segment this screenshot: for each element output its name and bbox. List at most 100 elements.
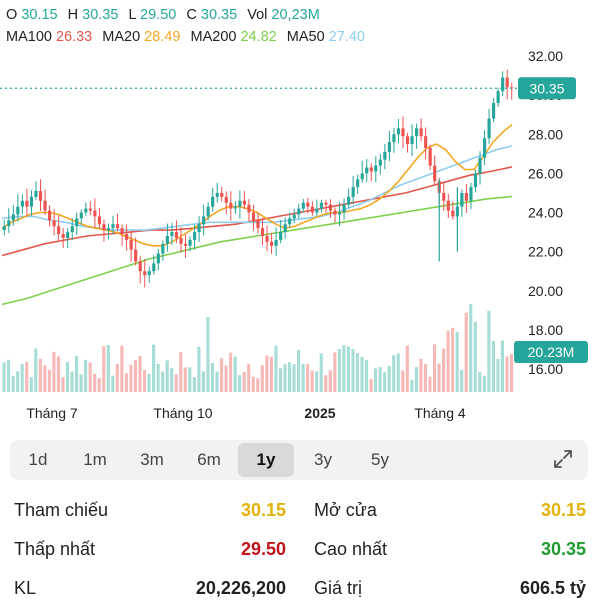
candle-body bbox=[505, 77, 509, 88]
volume-bar bbox=[405, 345, 409, 392]
candle-body bbox=[469, 187, 473, 201]
candle-body bbox=[306, 202, 310, 207]
candle-body bbox=[197, 224, 201, 233]
volume-bar bbox=[256, 378, 260, 392]
ma20-value: 28.49 bbox=[144, 29, 181, 45]
volume-bar bbox=[224, 365, 228, 392]
candle-body bbox=[283, 224, 287, 233]
volume-bar bbox=[161, 371, 165, 392]
volume-bar bbox=[43, 365, 47, 392]
candle-body bbox=[170, 232, 174, 236]
ma200-value: 24.82 bbox=[240, 29, 277, 45]
price-chart[interactable]: 32.0030.0028.0026.0024.0022.0020.0018.00… bbox=[0, 0, 600, 430]
volume-bar bbox=[473, 321, 477, 392]
range-3y-button[interactable]: 3y bbox=[314, 450, 332, 469]
volume-bar bbox=[219, 358, 224, 392]
volume-bar bbox=[269, 356, 273, 392]
candle-body bbox=[410, 136, 414, 145]
candle-body bbox=[360, 173, 364, 180]
volume-bar bbox=[351, 349, 355, 392]
volume-bar bbox=[324, 375, 328, 392]
candle-body bbox=[401, 128, 405, 137]
candle-body bbox=[202, 216, 206, 225]
volume-bar bbox=[52, 351, 56, 392]
range-5y-button[interactable]: 5y bbox=[371, 450, 389, 469]
ma100-line bbox=[1, 166, 513, 257]
volume-bar bbox=[378, 367, 382, 392]
volume-bar bbox=[7, 359, 11, 392]
expand-icon[interactable] bbox=[552, 448, 574, 470]
volume-bar bbox=[401, 370, 405, 392]
x-tick-label: Tháng 7 bbox=[26, 405, 78, 421]
volume-bar bbox=[374, 368, 378, 392]
volume-bar bbox=[242, 371, 246, 392]
range-1y-button[interactable]: 1y bbox=[238, 443, 294, 477]
volume-bar bbox=[509, 353, 514, 392]
x-tick-label: 2025 bbox=[304, 405, 335, 421]
volume-bar bbox=[93, 373, 97, 392]
candle-body bbox=[75, 218, 79, 227]
candle-body bbox=[460, 192, 464, 207]
range-3m-button[interactable]: 3m bbox=[140, 450, 164, 469]
candle-body bbox=[365, 167, 369, 174]
volume-bar bbox=[84, 359, 88, 392]
candle-body bbox=[174, 232, 179, 238]
range-1d-button[interactable]: 1d bbox=[28, 450, 48, 469]
volume-bar bbox=[478, 371, 482, 392]
volume-bar bbox=[215, 371, 219, 392]
candle-body bbox=[16, 206, 20, 215]
ma100-value: 26.33 bbox=[55, 29, 93, 45]
volume-bar bbox=[469, 304, 473, 392]
ma50-line bbox=[1, 145, 513, 231]
candle-body bbox=[242, 200, 246, 205]
last-price-label: 30.35 bbox=[529, 80, 564, 96]
candle-body bbox=[378, 159, 382, 166]
moving-average-legend: MA100 26.33 MA20 28.49 MA200 24.82 MA50 27.4… bbox=[6, 27, 371, 47]
volume-bar bbox=[423, 364, 428, 392]
candle-body bbox=[188, 239, 192, 246]
candle-body bbox=[251, 212, 256, 221]
candle-body bbox=[247, 204, 251, 213]
volume-value: 20,23M bbox=[271, 7, 320, 23]
candle-body bbox=[310, 206, 314, 213]
range-1m-button[interactable]: 1m bbox=[83, 450, 107, 469]
candle-body bbox=[478, 157, 482, 174]
candle-body bbox=[38, 190, 43, 201]
candle-body bbox=[374, 165, 378, 172]
candle-body bbox=[25, 200, 29, 207]
low-label: L bbox=[128, 7, 137, 23]
candle-body bbox=[129, 239, 133, 250]
volume-bar bbox=[414, 367, 418, 392]
volume-bar bbox=[47, 369, 51, 392]
candle-body bbox=[143, 271, 147, 276]
volume-bar bbox=[174, 374, 178, 392]
volume-bar bbox=[165, 360, 169, 392]
candle-body bbox=[464, 192, 469, 201]
close-label: C bbox=[186, 7, 197, 23]
y-tick-label: 28.00 bbox=[528, 126, 563, 142]
candle-body bbox=[2, 226, 6, 231]
value-stat-value: 606.5 tỷ bbox=[519, 578, 586, 598]
volume-bar bbox=[337, 349, 341, 392]
candle-body bbox=[120, 228, 124, 235]
value-stat-label: Giá trị bbox=[314, 578, 363, 598]
volume-bar bbox=[360, 356, 364, 392]
volume-bar bbox=[124, 373, 128, 392]
ma50-label: MA50 bbox=[286, 29, 325, 45]
candle-body bbox=[11, 214, 15, 221]
volume-bar bbox=[274, 345, 278, 392]
candle-body bbox=[88, 208, 92, 211]
candle-body bbox=[315, 208, 319, 213]
candle-body bbox=[288, 218, 292, 225]
volume-bar bbox=[460, 369, 464, 392]
volume-bar bbox=[464, 312, 468, 392]
candle-body bbox=[419, 128, 423, 137]
candle-body bbox=[274, 239, 278, 246]
volume-bar bbox=[278, 368, 283, 392]
volume-bar bbox=[419, 358, 423, 392]
volume-bar bbox=[500, 340, 505, 392]
candle-body bbox=[224, 196, 228, 203]
range-6m-button[interactable]: 6m bbox=[197, 450, 221, 469]
volume-bar bbox=[301, 363, 305, 392]
volume-bar bbox=[482, 375, 486, 392]
